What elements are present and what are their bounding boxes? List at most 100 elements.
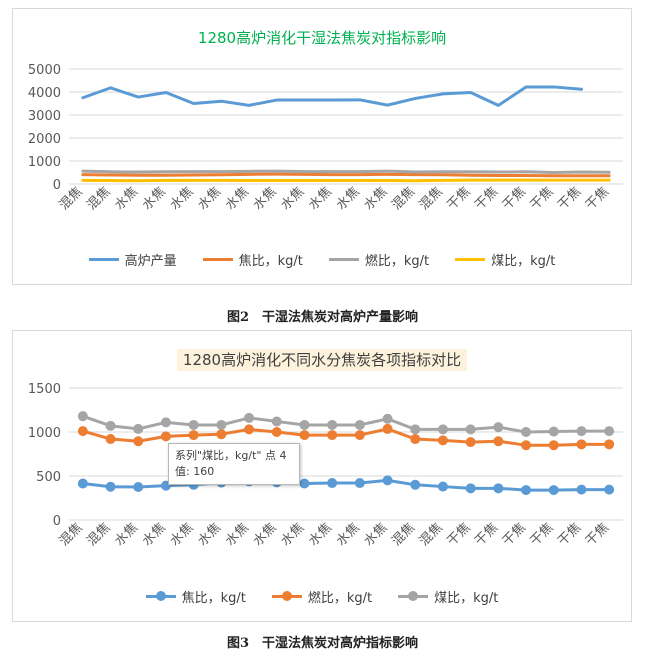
series-0-point <box>493 483 504 494</box>
chart-1-svg: 010002000300040005000混焦混焦水焦水焦水焦水焦水焦水焦水焦水… <box>28 63 623 213</box>
x-tick-label: 干焦 <box>444 520 473 549</box>
x-tick-label: 干焦 <box>444 184 473 213</box>
x-tick-label: 水焦 <box>334 184 363 213</box>
legend-swatch <box>398 591 429 601</box>
series-1-point <box>244 424 255 435</box>
legend-swatch <box>328 258 359 261</box>
data-tooltip: 系列"煤比，kg/t" 点 4 值: 160 <box>168 443 300 485</box>
series-2-point <box>160 417 171 428</box>
series-line-2 <box>81 169 611 174</box>
legend-item: 燃比，kg/t <box>271 587 373 606</box>
series-0-point <box>105 481 116 492</box>
series-1-point <box>354 430 365 441</box>
series-line-1 <box>81 172 611 178</box>
x-tick-label: 水焦 <box>140 184 169 213</box>
x-tick-label: 水焦 <box>167 184 196 213</box>
legend-swatch <box>88 258 119 261</box>
series-2-point <box>188 419 199 430</box>
x-tick-label: 干焦 <box>555 184 584 213</box>
x-tick-label: 水焦 <box>251 184 280 213</box>
tooltip-line-2: 值: 160 <box>175 465 215 478</box>
legend-label: 焦比，kg/t <box>181 591 246 606</box>
x-tick-label: 混焦 <box>84 520 113 549</box>
x-tick-label: 干焦 <box>500 520 529 549</box>
series-0-point <box>548 485 559 496</box>
series-2-point <box>271 416 282 427</box>
legend-item: 燃比，kg/t <box>328 250 430 269</box>
series-2-point <box>327 419 338 430</box>
legend-item: 煤比，kg/t <box>455 250 555 269</box>
series-2-point <box>77 411 88 422</box>
series-1-point <box>410 434 421 445</box>
series-1-point <box>604 439 615 450</box>
series-1-point <box>437 435 448 446</box>
legend-label: 燃比，kg/t <box>364 254 430 269</box>
x-tick-label: 水焦 <box>167 520 196 549</box>
series-1-point <box>160 431 171 442</box>
series-1-point <box>465 437 476 448</box>
series-2-point <box>244 412 255 423</box>
legend-label: 煤比，kg/t <box>491 254 556 269</box>
figure-caption-2: 图2 干湿法焦炭对高炉产量影响 <box>226 310 419 325</box>
series-0-point <box>521 485 532 496</box>
legend-2: 焦比，kg/t 燃比，kg/t 煤比，kg/t <box>13 587 631 606</box>
series-1-point <box>216 429 227 440</box>
x-tick-label: 混焦 <box>389 184 418 213</box>
series-line-0 <box>81 85 583 107</box>
series-2-point <box>105 420 116 431</box>
series-2-point <box>493 422 504 433</box>
series-0-point <box>354 478 365 489</box>
x-tick-label: 水焦 <box>334 520 363 549</box>
x-tick-label: 水焦 <box>195 520 224 549</box>
y-tick-label: 500 <box>36 470 61 485</box>
series-1-point <box>521 440 532 451</box>
x-tick-label: 干焦 <box>500 184 529 213</box>
x-tick-label: 干焦 <box>583 184 612 213</box>
x-tick-label: 水焦 <box>306 520 335 549</box>
legend-label: 燃比，kg/t <box>307 591 373 606</box>
legend-swatch <box>455 258 486 261</box>
series-0-point <box>576 484 587 495</box>
series-1-point <box>105 434 116 445</box>
x-tick-label: 干焦 <box>472 184 501 213</box>
series-1-point <box>493 436 504 447</box>
x-tick-label: 水焦 <box>251 520 280 549</box>
y-tick-label: 2000 <box>28 132 61 147</box>
y-tick-label: 5000 <box>28 63 61 78</box>
legend-label: 煤比，kg/t <box>434 591 499 606</box>
tooltip-line-1: 系列"煤比，kg/t" 点 4 <box>175 449 287 462</box>
chart-title-1: 1280高炉消化干湿法焦炭对指标影响 <box>197 29 447 47</box>
y-tick-label: 3000 <box>28 109 61 124</box>
chart-title-2: 1280高炉消化不同水分焦炭各项指标对比 <box>13 349 631 371</box>
legend-1: 高炉产量 焦比，kg/t 燃比，kg/t 煤比，kg/t <box>13 250 631 269</box>
legend-swatch <box>145 591 176 601</box>
x-tick-label: 混焦 <box>57 184 86 213</box>
x-tick-label: 水焦 <box>112 184 141 213</box>
series-1-point <box>188 430 199 441</box>
series-1-point <box>271 427 282 437</box>
x-tick-label: 混焦 <box>417 184 446 213</box>
x-tick-label: 水焦 <box>361 520 390 549</box>
series-0-point <box>327 478 338 489</box>
x-tick-label: 干焦 <box>528 520 557 549</box>
series-2-point <box>133 423 144 434</box>
x-tick-label: 干焦 <box>555 520 584 549</box>
y-tick-label: 0 <box>53 178 61 193</box>
series-1-point <box>299 430 310 441</box>
legend-swatch <box>271 591 302 601</box>
x-tick-label: 混焦 <box>417 520 446 549</box>
x-tick-label: 干焦 <box>583 520 612 549</box>
series-2-point <box>548 426 559 437</box>
series-2-point <box>604 426 615 437</box>
series-0-point <box>77 478 88 489</box>
series-2-point <box>437 424 448 435</box>
series-0-point <box>604 484 615 495</box>
series-1-point <box>382 423 393 434</box>
y-tick-label: 1500 <box>28 382 61 397</box>
y-tick-label: 0 <box>53 514 61 529</box>
series-2-point <box>465 424 476 435</box>
x-tick-label: 混焦 <box>84 184 113 213</box>
x-tick-label: 水焦 <box>112 520 141 549</box>
x-tick-label: 水焦 <box>278 184 307 213</box>
legend-label: 焦比，kg/t <box>238 254 303 269</box>
